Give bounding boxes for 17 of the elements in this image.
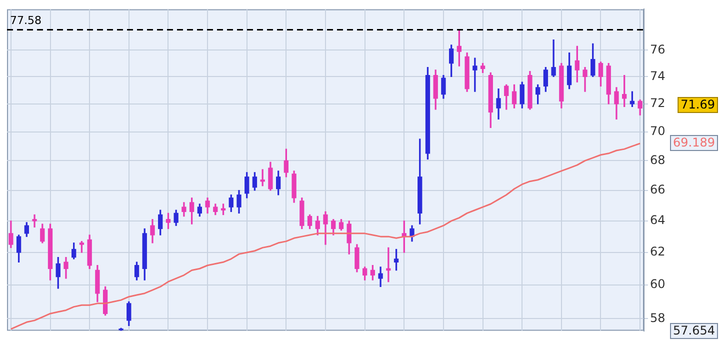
y-tick-label: 58 (650, 310, 666, 325)
candlestick (32, 214, 37, 228)
y-tick-label: 62 (650, 244, 666, 259)
y-tick-label: 76 (650, 42, 666, 56)
ref-line-label: 77.58 (10, 14, 42, 28)
y-tick-label: 68 (650, 152, 666, 167)
text: 69.189 (673, 136, 716, 150)
y-tick-label: 70 (650, 124, 666, 138)
y-tick-label: 64 (650, 213, 666, 228)
candlestick (551, 39, 556, 78)
candlestick (472, 58, 478, 92)
y-tick-label: 60 (650, 277, 666, 292)
y-tick-label: 66 (650, 182, 666, 196)
text: 71.69 (680, 98, 716, 112)
y-tick-label: 72 (650, 96, 666, 110)
y-tick-label: 74 (650, 68, 666, 83)
text: 57.654 (673, 324, 716, 338)
